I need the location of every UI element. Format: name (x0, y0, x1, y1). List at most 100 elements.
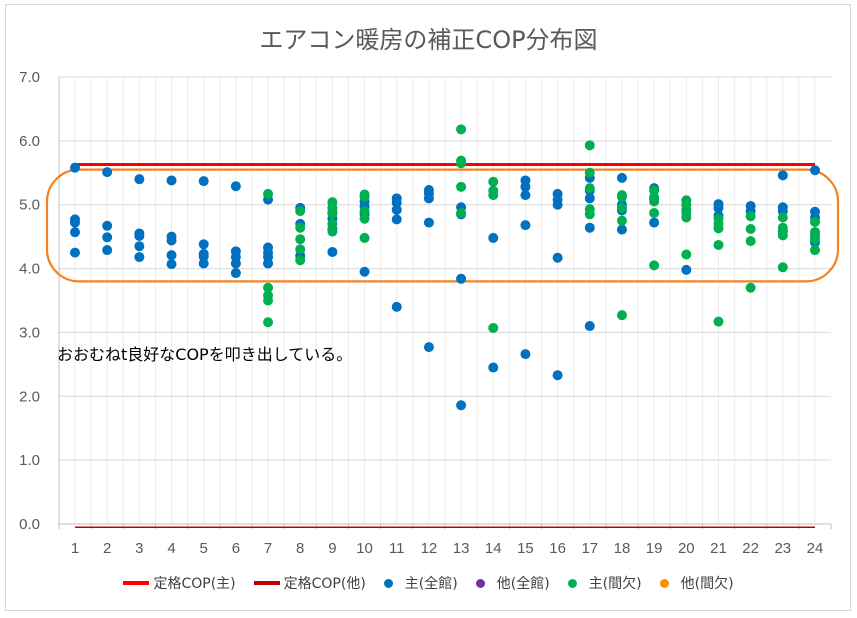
x-tick-label: 21 (710, 540, 727, 557)
x-tick-label: 20 (678, 540, 695, 557)
data-point (777, 212, 788, 223)
data-point (134, 174, 145, 185)
legend-label: 定格COP(主) (153, 576, 236, 592)
data-point (488, 190, 499, 201)
data-point (745, 236, 756, 247)
data-point (263, 317, 274, 328)
x-tick-label: 18 (614, 540, 631, 557)
data-point (520, 349, 531, 360)
data-point (263, 282, 274, 293)
data-point (616, 224, 627, 235)
data-point (295, 255, 306, 266)
scatter-points (70, 124, 820, 411)
data-point (681, 264, 692, 275)
y-tick-label: 0.0 (19, 516, 40, 533)
data-point (166, 175, 177, 186)
data-point (810, 216, 820, 227)
y-tick-label: 7.0 (19, 69, 40, 86)
legend-label: 定格COP(他) (283, 576, 366, 592)
data-point (198, 176, 209, 187)
data-point (584, 193, 595, 204)
data-point (520, 181, 531, 192)
data-point (616, 192, 627, 203)
chart-title: エアコン暖房の補正COP分布図 (259, 26, 598, 54)
legend-dot-swatch (659, 578, 669, 588)
data-point (359, 192, 370, 203)
data-point (134, 252, 145, 263)
data-point (230, 181, 241, 192)
data-point (391, 214, 402, 225)
data-point (616, 310, 627, 321)
x-tick-label: 4 (167, 540, 175, 557)
data-point (166, 250, 177, 261)
data-point (488, 176, 499, 187)
data-point (102, 245, 113, 256)
x-tick-label: 1 (71, 540, 79, 557)
data-point (713, 239, 724, 250)
y-axis-ticks: 0.0 1.0 2.0 3.0 4.0 5.0 6.0 7.0 (19, 69, 40, 533)
data-point (681, 212, 692, 223)
legend-dot-swatch (475, 578, 485, 588)
data-point (584, 222, 595, 233)
data-point (70, 227, 80, 238)
data-point (488, 362, 499, 373)
legend-label: 他(全館) (496, 576, 550, 592)
data-point (327, 246, 338, 257)
data-point (134, 231, 145, 242)
data-point (713, 202, 724, 213)
data-point (391, 301, 402, 312)
data-point (230, 258, 241, 269)
data-point (230, 268, 241, 279)
data-point (391, 204, 402, 215)
data-point (102, 232, 113, 243)
annotation-text: おおむねt良好なCOPを叩き出している。 (57, 345, 352, 364)
data-point (134, 241, 145, 252)
data-point (295, 234, 306, 245)
legend-label: 主(間欠) (588, 576, 642, 592)
data-point (456, 158, 467, 169)
data-point (584, 167, 595, 178)
data-point (327, 226, 338, 237)
gridlines (59, 76, 831, 525)
data-point (70, 217, 80, 228)
data-point (456, 181, 467, 192)
x-tick-label: 9 (328, 540, 336, 557)
x-tick-label: 13 (453, 540, 470, 557)
data-point (552, 199, 563, 210)
y-tick-label: 2.0 (19, 388, 40, 405)
data-point (488, 322, 499, 333)
data-point (198, 258, 209, 269)
y-tick-label: 1.0 (19, 452, 40, 469)
data-point (810, 234, 820, 245)
legend: 定格COP(主) 定格COP(他) 主(全館) 他(全館) 主(間欠) 他(間欠) (0, 573, 857, 593)
x-tick-label: 17 (581, 540, 598, 557)
legend-item: 定格COP(主) (123, 573, 236, 593)
data-point (456, 208, 467, 219)
data-point (263, 295, 274, 306)
x-tick-label: 24 (807, 540, 824, 557)
data-point (616, 215, 627, 226)
data-point (359, 206, 370, 217)
x-tick-label: 19 (646, 540, 663, 557)
x-tick-label: 2 (103, 540, 111, 557)
data-point (649, 208, 660, 219)
legend-item: 他(間欠) (659, 573, 734, 593)
data-point (456, 400, 467, 411)
data-point (295, 222, 306, 233)
data-point (359, 232, 370, 243)
legend-item: 定格COP(他) (253, 573, 366, 593)
x-tick-label: 5 (200, 540, 208, 557)
x-axis-ticks: 1 2 3 4 5 6 7 8 9 10 11 12 13 14 15 16 17 18 19 20 21 22 23 24 (71, 540, 824, 557)
legend-label: 他(間欠) (680, 576, 734, 592)
x-tick-label: 3 (135, 540, 143, 557)
data-point (810, 165, 820, 176)
data-point (198, 251, 209, 262)
legend-item: 主(間欠) (567, 573, 642, 593)
data-point (102, 167, 113, 178)
x-tick-label: 22 (742, 540, 759, 557)
data-point (391, 197, 402, 208)
data-point (584, 183, 595, 194)
data-point (649, 196, 660, 207)
data-point (745, 282, 756, 293)
